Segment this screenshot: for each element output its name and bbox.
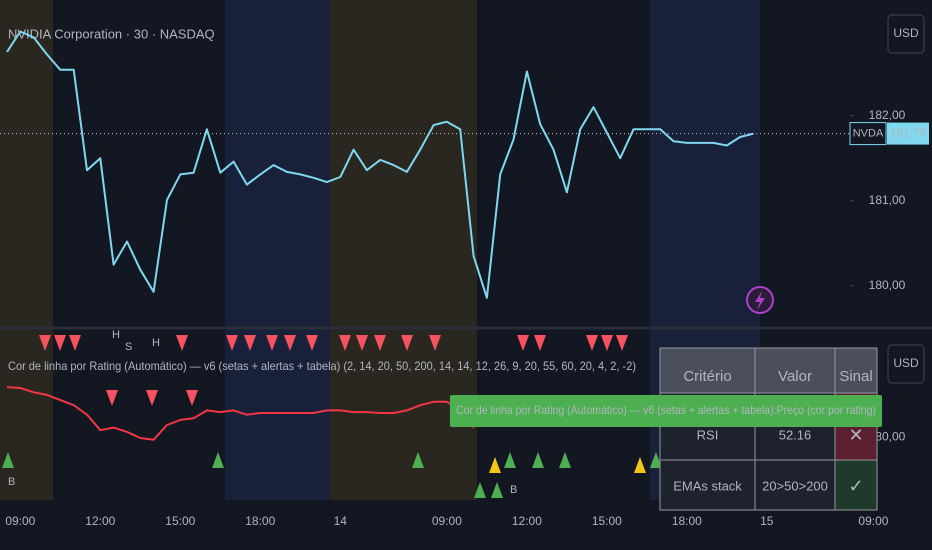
- alert-bolt: [755, 291, 765, 310]
- sell-arrow: [146, 390, 158, 406]
- sell-arrow: [306, 335, 318, 351]
- sell-arrow: [374, 335, 386, 351]
- buy-arrow: [412, 452, 424, 468]
- annotation: H: [152, 337, 160, 349]
- currency-button[interactable]: [887, 344, 925, 384]
- y-tick-label: 180,00: [869, 429, 906, 443]
- currency-label: USD: [893, 26, 919, 40]
- x-tick-label: 18:00: [245, 514, 275, 528]
- buy-arrow: [491, 482, 503, 498]
- sell-arrow: [284, 335, 296, 351]
- annotation: B: [510, 484, 517, 496]
- sell-arrow: [69, 335, 81, 351]
- symbol-tag-label: NVDA: [853, 127, 884, 139]
- table-cell-text: RSI: [697, 427, 719, 442]
- x-tick-label: 12:00: [85, 514, 115, 528]
- sell-arrow: [429, 335, 441, 351]
- buy-arrow: [489, 457, 501, 473]
- sell-arrow: [356, 335, 368, 351]
- sell-arrow: [226, 335, 238, 351]
- buy-arrow: [532, 452, 544, 468]
- buy-arrow: [634, 457, 646, 473]
- table-cell: [834, 459, 878, 511]
- buy-arrow: [2, 452, 14, 468]
- x-tick-label: 18:00: [672, 514, 702, 528]
- buy-arrow: [504, 452, 516, 468]
- table-cell-text: ✓: [848, 476, 863, 496]
- price-line: [6, 386, 475, 441]
- buy-arrow: [212, 452, 224, 468]
- series-name: Cor de linha por Rating (Automático) — v…: [456, 403, 876, 417]
- table-header: Critério: [683, 368, 731, 385]
- x-tick-label: 09:00: [432, 514, 462, 528]
- table-cell: [659, 459, 756, 511]
- indicator-title: Cor de linha por Rating (Automático) — v…: [8, 359, 636, 373]
- x-tick-label: 09:00: [5, 514, 35, 528]
- symbol-title: NVIDIA Corporation · 30 · NASDAQ: [8, 26, 215, 41]
- sell-arrow: [601, 335, 613, 351]
- buy-arrow: [559, 452, 571, 468]
- sell-arrow: [339, 335, 351, 351]
- session-band: [0, 0, 53, 500]
- series-tooltip: [450, 395, 882, 427]
- sell-arrow: [54, 335, 66, 351]
- x-tick-label: 14: [334, 514, 348, 528]
- last-price-box: [887, 122, 929, 145]
- annotation: S: [125, 341, 132, 353]
- sell-arrow: [401, 335, 413, 351]
- sell-arrow: [586, 335, 598, 351]
- table-header-cell: [834, 347, 878, 394]
- sell-arrow: [244, 335, 256, 351]
- table-cell-text: 52.16: [779, 427, 812, 442]
- symbol-tag: [849, 122, 887, 146]
- sell-arrow: [39, 335, 51, 351]
- y-tick-label: 181,00: [869, 193, 906, 207]
- sell-arrow: [176, 335, 188, 351]
- currency-label: USD: [893, 356, 919, 370]
- sell-arrow: [517, 335, 529, 351]
- x-tick-label: 15:00: [592, 514, 622, 528]
- table-cell-text: 20>50>200: [762, 478, 828, 493]
- annotation: B: [8, 476, 15, 488]
- x-tick-label: 15:00: [165, 514, 195, 528]
- x-tick-label: 09:00: [858, 514, 888, 528]
- table-cell-text: ✕: [848, 425, 863, 445]
- currency-button[interactable]: [887, 14, 925, 54]
- sell-arrow: [616, 335, 628, 351]
- table-cell-text: EMAs stack: [673, 478, 742, 493]
- table-header: Valor: [778, 368, 812, 385]
- buy-arrow: [650, 452, 662, 468]
- session-band: [225, 0, 330, 500]
- table-header: Sinal: [839, 368, 872, 385]
- price-line: [6, 30, 754, 299]
- y-tick-label: 180,00: [869, 278, 906, 292]
- sell-arrow: [186, 390, 198, 406]
- table-cell: [754, 459, 836, 511]
- table-header-cell: [659, 347, 756, 394]
- annotation: H: [112, 329, 120, 341]
- table-header-cell: [754, 347, 836, 394]
- buy-arrow: [474, 482, 486, 498]
- x-tick-label: 15: [760, 514, 774, 528]
- x-tick-label: 12:00: [512, 514, 542, 528]
- sell-arrow: [534, 335, 546, 351]
- last-price-label: 181,79: [890, 126, 927, 140]
- sell-arrow: [266, 335, 278, 351]
- sell-arrow: [106, 390, 118, 406]
- y-tick-label: 182,00: [869, 108, 906, 122]
